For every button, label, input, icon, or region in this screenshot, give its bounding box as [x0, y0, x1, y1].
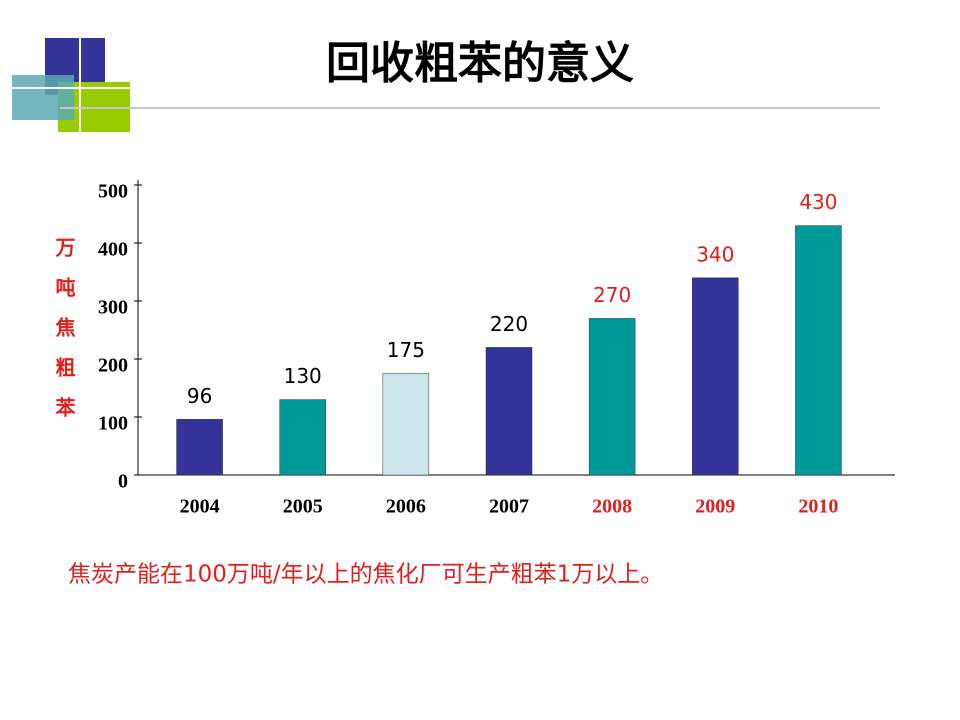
value-label: 220	[490, 312, 528, 336]
y-tick-label: 0	[118, 471, 128, 493]
chart-title: 回收粗苯的意义	[326, 39, 634, 88]
x-tick-label: 2005	[283, 496, 323, 518]
bar	[176, 419, 223, 476]
x-tick-label: 2004	[180, 496, 220, 518]
value-label: 270	[593, 283, 631, 307]
y-tick-label: 400	[98, 239, 128, 261]
value-label: 340	[696, 242, 734, 266]
value-label: 430	[799, 190, 837, 214]
x-tick-label: 2007	[489, 496, 529, 518]
value-label: 96	[187, 384, 212, 408]
y-tick-label: 200	[98, 355, 128, 377]
bar	[588, 318, 636, 476]
bar	[485, 347, 533, 476]
y-axis-title: 万吨焦粗苯	[52, 237, 76, 437]
decoration	[12, 25, 880, 135]
x-tick-label: 2006	[386, 496, 426, 518]
bar	[279, 399, 326, 476]
bar	[382, 373, 430, 476]
x-tick-label: 2010	[798, 496, 838, 518]
y-tick-label: 300	[98, 297, 128, 319]
x-tick-label: 2009	[695, 496, 735, 518]
bar	[795, 225, 842, 476]
value-label: 130	[284, 364, 322, 388]
y-tick-label: 100	[98, 413, 128, 435]
bar	[692, 277, 739, 476]
y-tick-label: 500	[98, 181, 128, 203]
value-label: 175	[387, 338, 425, 362]
x-tick-label: 2008	[592, 496, 632, 518]
note: 焦炭产能在100万吨/年以上的焦化厂可生产粗苯1万以上。	[68, 562, 663, 588]
deco-square	[12, 75, 74, 120]
